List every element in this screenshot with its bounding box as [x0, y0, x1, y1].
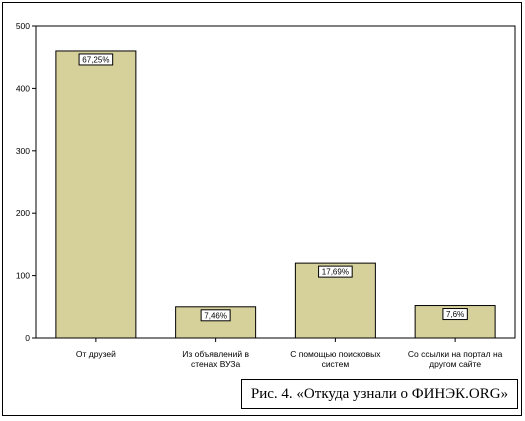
- category-label: стенах ВУЗа: [191, 359, 241, 369]
- data-label-box: [78, 53, 114, 66]
- figure-caption: Рис. 4. «Откуда узнали о ФИНЭК.ORG»: [241, 379, 518, 409]
- category-label: От друзей: [76, 349, 116, 359]
- y-tick-label: 200: [16, 208, 30, 218]
- y-tick-label: 300: [16, 146, 30, 156]
- category-label: Из объявлений в: [182, 349, 249, 359]
- category-label: С помощью поисковых: [290, 349, 381, 359]
- data-label-box: [442, 308, 468, 321]
- bar: [55, 50, 137, 339]
- data-label: 67,25%: [82, 55, 109, 64]
- y-tick-label: 500: [16, 21, 30, 31]
- data-label: 7,6%: [446, 310, 464, 319]
- data-label-box: [318, 265, 353, 278]
- category-label: систем: [322, 359, 350, 369]
- data-label-box: [200, 309, 231, 322]
- plot-area: [35, 25, 516, 339]
- category-label: Со ссылки на портал на: [408, 349, 503, 359]
- category-label: другом сайте: [429, 359, 481, 369]
- data-label: 7,46%: [204, 311, 227, 320]
- data-label: 17,69%: [322, 268, 349, 277]
- y-tick-label: 400: [16, 83, 30, 93]
- y-tick-label: 100: [16, 271, 30, 281]
- y-tick-label: 0: [25, 333, 30, 343]
